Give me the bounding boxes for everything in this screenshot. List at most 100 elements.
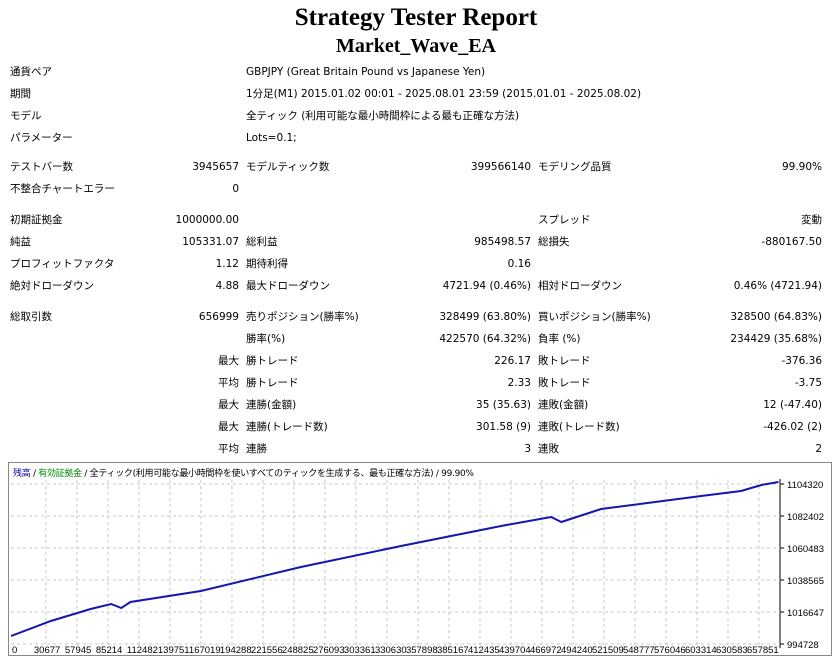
stat-label: 連敗(トレード数) (538, 421, 620, 433)
report-title: Strategy Tester Report (294, 4, 538, 31)
stat-value: 3 (524, 443, 531, 455)
stat-value: 12 (-47.40) (763, 399, 822, 411)
stat-value: 35 (35.63) (476, 399, 531, 411)
x-tick-label: 139751 (158, 645, 190, 655)
y-tick-label: 1060483 (787, 544, 824, 555)
y-tick-label: 1082402 (787, 512, 824, 523)
x-tick-label: 494240 (561, 645, 593, 655)
x-tick-label: 112482 (127, 645, 158, 655)
stat-label: 負率 (%) (538, 333, 581, 345)
stat-label: 買いポジション(勝率%) (538, 311, 651, 323)
setting-value: Lots=0.1; (246, 132, 297, 144)
x-tick-label: 357898 (406, 645, 438, 655)
x-tick-label: 303361 (344, 645, 376, 655)
stat-value: 328499 (63.80%) (439, 311, 531, 323)
stat-value: 99.90% (781, 161, 822, 173)
legend-sep: / (81, 469, 90, 479)
stat-value: 1.12 (215, 258, 239, 270)
x-tick-label: 194288 (220, 645, 252, 655)
stat-value: 4721.94 (0.46%) (442, 280, 531, 292)
y-tick-label: 1104320 (787, 480, 823, 491)
stat-label: 勝率(%) (246, 333, 286, 345)
x-tick-label: 657851 (747, 645, 779, 655)
stat-value: 0.46% (4721.94) (733, 280, 822, 292)
stat-label: 連勝(トレード数) (246, 421, 328, 433)
stat-value: 4.88 (215, 280, 239, 292)
stat-label: 総利益 (246, 236, 278, 248)
stat-label: 連敗 (538, 443, 559, 455)
setting-label: 通貨ペア (10, 66, 52, 78)
x-tick-label: 30677 (34, 645, 60, 655)
stat-value: 2.33 (507, 377, 531, 389)
x-tick-label: 276093 (313, 645, 345, 655)
stat-label: テストバー数 (10, 161, 73, 173)
stat-label: 純益 (10, 236, 31, 248)
x-tick-label: 248825 (282, 645, 314, 655)
x-tick-label: 0 (12, 645, 17, 655)
stat-label: 総取引数 (10, 311, 52, 323)
stat-label: 敗トレード (538, 377, 591, 389)
x-tick-label: 330630 (375, 645, 407, 655)
stat-label: 勝トレード (246, 377, 299, 389)
stat-value: -426.02 (2) (763, 421, 822, 433)
y-tick-label: 1016647 (787, 608, 824, 619)
stat-label: 相対ドローダウン (538, 280, 622, 292)
x-tick-label: 466972 (530, 645, 562, 655)
stat-label: 連勝(金額) (246, 399, 297, 411)
x-tick-label: 85214 (96, 645, 122, 655)
stat-label: 不整合チャートエラー (10, 183, 115, 195)
legend-sep: / (30, 469, 39, 479)
stat-qualifier: 平均 (218, 443, 239, 455)
setting-value: 全ティック (利用可能な最小時間枠による最も正確な方法) (246, 110, 520, 122)
x-tick-label: 548777 (623, 645, 655, 655)
stat-value: 226.17 (494, 355, 531, 367)
stat-value: 0 (232, 183, 239, 195)
y-tick-label: 1038565 (787, 576, 824, 587)
stat-qualifier: 最大 (218, 399, 239, 411)
stat-label: 連敗(金額) (538, 399, 589, 411)
legend-equity: 有効証拠金 (38, 469, 82, 479)
stat-value: 3945657 (192, 161, 239, 173)
x-tick-label: 57945 (65, 645, 91, 655)
stat-qualifier: 最大 (218, 421, 239, 433)
stat-value: 105331.07 (182, 236, 239, 248)
x-tick-label: 221556 (251, 645, 283, 655)
stat-label: 絶対ドローダウン (10, 280, 94, 292)
stat-value: 422570 (64.32%) (439, 333, 531, 345)
x-tick-label: 167019 (189, 645, 221, 655)
stat-label: 売りポジション(勝率%) (246, 311, 359, 323)
ea-name: Market_Wave_EA (336, 35, 496, 57)
setting-label: 期間 (10, 88, 31, 100)
stat-label: 最大ドローダウン (246, 280, 330, 292)
stat-value: 2 (815, 443, 822, 455)
legend-sep: / (433, 469, 442, 479)
stat-label: 初期証拠金 (10, 214, 63, 226)
chart-svg: 1104320 1082402 1060483 1038565 1016647 99472… (10, 479, 824, 655)
legend-quality: 99.90% (441, 469, 474, 479)
x-tick-label: 412435 (468, 645, 500, 655)
x-tick-label: 385167 (437, 645, 469, 655)
x-tick-label: 603314 (685, 645, 717, 655)
x-tick-label: 630583 (716, 645, 748, 655)
stat-label: プロフィットファクタ (10, 258, 115, 270)
y-tick-label: 994728 (787, 640, 819, 651)
stat-qualifier: 平均 (218, 377, 239, 389)
stat-label: 総損失 (538, 236, 570, 248)
stat-value: 328500 (64.83%) (730, 311, 822, 323)
setting-value: 1分足(M1) 2015.01.02 00:01 - 2025.08.01 23… (246, 88, 642, 100)
stat-value: 0.16 (507, 258, 531, 270)
stat-label: 期待利得 (246, 258, 288, 270)
stat-label: モデルティック数 (246, 161, 330, 173)
chart-legend: 残高 / 有効証拠金 / 全ティック(利用可能な最小時間枠を使いすべてのティック… (13, 466, 474, 479)
stat-value: 656999 (198, 311, 239, 323)
legend-model: 全ティック(利用可能な最小時間枠を使いすべてのティックを生成する、最も正確な方法… (89, 469, 434, 479)
stat-value: 301.58 (9) (476, 421, 531, 433)
balance-line (10, 481, 779, 637)
stat-value: 変動 (801, 214, 822, 226)
setting-label: モデル (10, 110, 42, 122)
stat-value: 985498.57 (474, 236, 531, 248)
stat-value: 234429 (35.68%) (730, 333, 822, 345)
x-tick-label: 576046 (654, 645, 686, 655)
balance-chart: 残高 / 有効証拠金 / 全ティック(利用可能な最小時間枠を使いすべてのティック… (8, 462, 832, 656)
stat-label: 連勝 (246, 443, 267, 455)
